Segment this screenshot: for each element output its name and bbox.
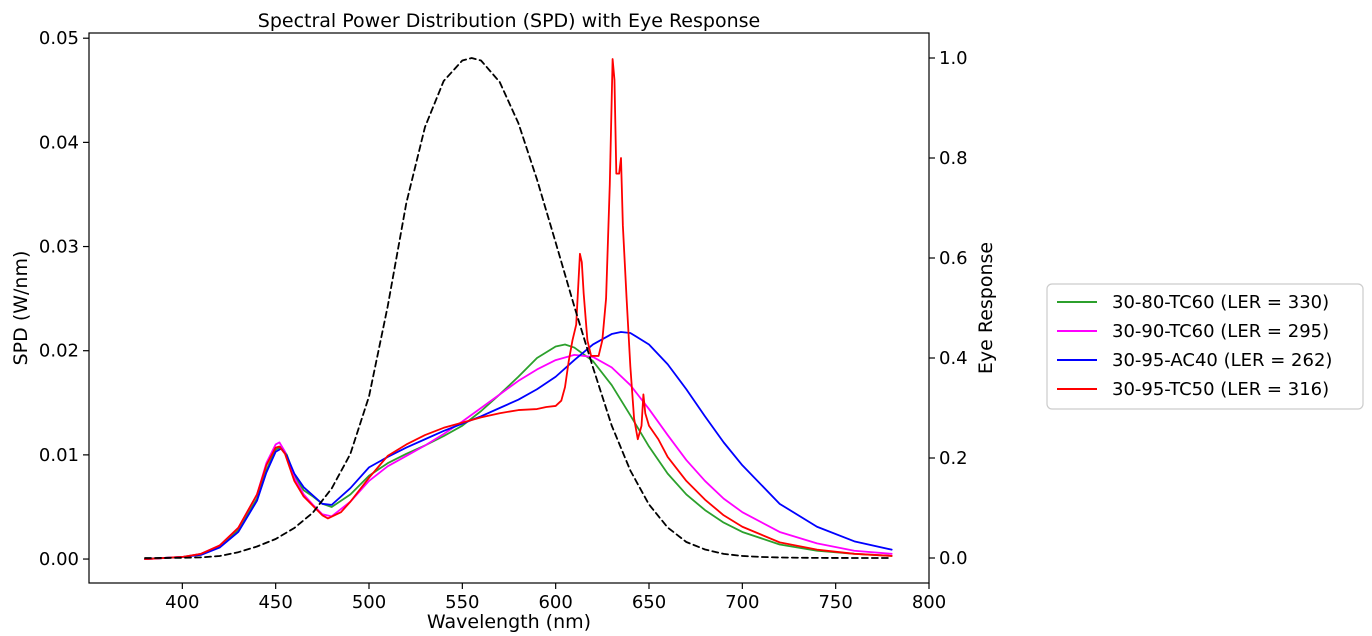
x-tick-label: 800 [912,592,946,613]
chart-title: Spectral Power Distribution (SPD) with E… [258,10,760,32]
y-tick-label: 0.03 [39,237,79,258]
y-tick-label: 0.01 [39,445,79,466]
y2-axis-label: Eye Response [975,242,997,374]
y2-tick-label: 0.4 [939,348,968,369]
y-tick-label: 0.04 [39,132,79,153]
x-tick-label: 500 [352,592,386,613]
eye-response-line [144,57,893,559]
x-tick-label: 450 [258,592,292,613]
legend-frame [1046,283,1364,410]
y2-tick-label: 0.8 [939,148,968,169]
x-tick-label: 400 [165,592,199,613]
legend-label: 30-90-TC60 (LER = 295) [1112,321,1329,342]
y2-tick-label: 0.0 [939,548,968,569]
legend: 30-80-TC60 (LER = 330) 30-90-TC60 (LER = … [1046,283,1364,410]
y2-tick-label: 0.2 [939,448,968,469]
y-tick-label: 0.00 [39,549,79,570]
legend-label: 30-95-TC50 (LER = 316) [1112,379,1329,400]
y-tick-label: 0.05 [39,28,79,49]
series-line-2 [144,331,893,560]
series-line-1 [144,353,893,560]
series-line-3 [144,58,893,560]
x-tick-label: 550 [445,592,479,613]
y-axis-label: SPD (W/nm) [10,251,32,366]
plot-frame [88,32,930,584]
y2-tick-label: 0.6 [939,248,968,269]
y2-tick-label: 1.0 [939,48,968,69]
x-tick-label: 600 [538,592,572,613]
x-axis-label: Wavelength (nm) [427,611,591,633]
x-tick-label: 650 [632,592,666,613]
legend-label: 30-80-TC60 (LER = 330) [1112,292,1329,313]
y-tick-label: 0.02 [39,341,79,362]
x-tick-label: 700 [725,592,759,613]
x-tick-label: 750 [818,592,852,613]
legend-label: 30-95-AC40 (LER = 262) [1112,350,1332,371]
